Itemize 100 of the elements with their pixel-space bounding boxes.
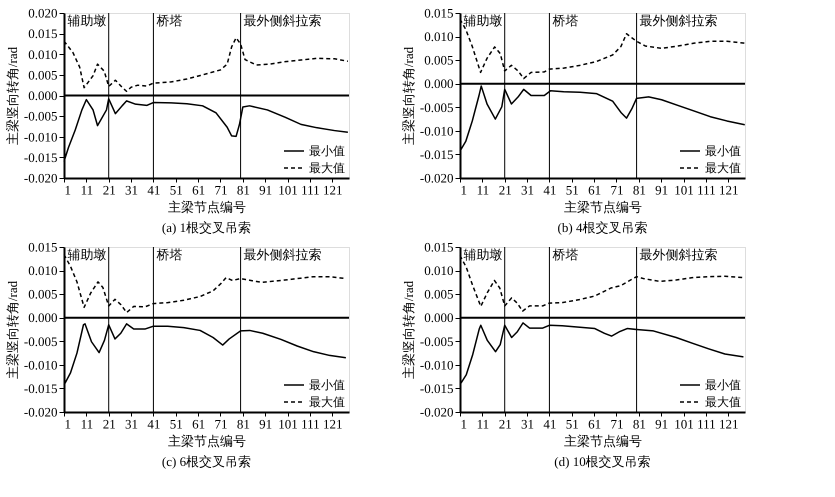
y-tick-label: 0.015 — [28, 240, 58, 254]
x-tick-label: 101 — [674, 182, 694, 198]
x-tick-label: 81 — [236, 416, 250, 432]
ref-line-label: 最外侧斜拉索 — [640, 13, 718, 28]
y-tick-label: 0.000 — [28, 88, 58, 103]
y-tick-label: -0.015 — [24, 150, 58, 165]
x-tick-label: 61 — [588, 416, 602, 432]
y-tick-label: 0.010 — [424, 263, 454, 278]
legend-label: 最小值 — [705, 144, 741, 158]
x-tick-label: 101 — [278, 182, 298, 198]
x-axis-title: 主梁节点编号 — [168, 200, 246, 214]
ref-line-label: 辅助墩 — [464, 13, 503, 28]
x-tick-label: 111 — [301, 182, 320, 198]
x-tick-label: 81 — [632, 182, 646, 198]
ref-line-label: 辅助墩 — [68, 13, 107, 28]
y-tick-label: -0.010 — [24, 129, 58, 144]
x-tick-label: 41 — [543, 182, 556, 198]
x-tick-label: 81 — [236, 182, 250, 198]
x-tick-label: 81 — [632, 416, 646, 432]
ref-line-label: 最外侧斜拉索 — [244, 247, 322, 262]
ref-line-label: 辅助墩 — [464, 247, 503, 262]
x-tick-label: 61 — [192, 182, 206, 198]
y-tick-label: 0.005 — [28, 286, 58, 302]
y-tick-label: 0.015 — [424, 6, 454, 20]
x-tick-label: 61 — [192, 416, 206, 432]
ref-line-label: 桥塔 — [155, 13, 182, 28]
x-tick-label: 71 — [610, 182, 624, 198]
x-tick-label: 111 — [697, 182, 716, 198]
y-tick-label: 0.000 — [28, 310, 58, 326]
x-tick-label: 51 — [170, 416, 183, 432]
y-tick-label: -0.005 — [24, 334, 58, 349]
x-axis-title: 主梁节点编号 — [564, 200, 642, 214]
x-tick-label: 111 — [301, 416, 320, 432]
text: (d) 10根交叉吊索 — [554, 454, 651, 469]
x-tick-label: 1 — [64, 182, 71, 198]
y-tick-label: -0.015 — [420, 380, 454, 396]
x-tick-label: 11 — [476, 182, 490, 198]
text: (b) 4根交叉吊索 — [558, 220, 648, 235]
y-tick-label: -0.020 — [24, 404, 58, 420]
y-tick-label: -0.020 — [420, 404, 454, 420]
y-tick-label: 0.010 — [28, 263, 58, 278]
y-tick-label: -0.005 — [420, 100, 454, 115]
ref-line-label: 辅助墩 — [68, 247, 107, 262]
x-tick-label: 41 — [543, 416, 556, 432]
legend-label: 最小值 — [309, 378, 345, 392]
y-tick-label: -0.010 — [420, 123, 454, 138]
x-tick-label: 91 — [655, 182, 668, 198]
y-tick-label: 0.020 — [28, 6, 58, 20]
y-tick-label: -0.005 — [24, 108, 58, 124]
ref-line-label: 桥塔 — [551, 13, 578, 28]
x-tick-label: 101 — [674, 416, 694, 432]
x-tick-label: 1 — [460, 416, 467, 432]
y-tick-label: 0.015 — [28, 26, 58, 42]
x-tick-label: 21 — [102, 182, 116, 198]
y-tick-label: 0.000 — [424, 76, 454, 92]
x-tick-label: 121 — [322, 416, 342, 432]
y-tick-label: -0.010 — [24, 357, 58, 372]
x-tick-label: 51 — [170, 182, 183, 198]
y-tick-label: -0.020 — [24, 170, 58, 186]
x-tick-label: 121 — [322, 182, 342, 198]
x-tick-label: 121 — [718, 182, 738, 198]
y-tick-label: -0.015 — [24, 380, 58, 396]
x-tick-label: 111 — [697, 416, 716, 432]
x-axis-title: 主梁节点编号 — [168, 434, 246, 448]
y-tick-label: 0.010 — [424, 29, 454, 44]
legend-label: 最大值 — [705, 395, 741, 409]
x-tick-label: 71 — [610, 416, 624, 432]
y-tick-label: 0.005 — [424, 52, 454, 68]
x-axis-title: 主梁节点编号 — [564, 434, 642, 448]
legend-label: 最小值 — [705, 378, 741, 392]
x-tick-label: 11 — [476, 416, 490, 432]
ref-line-label: 最外侧斜拉索 — [640, 247, 718, 262]
text: (c) 6根交叉吊索 — [162, 454, 252, 469]
x-tick-label: 21 — [498, 182, 512, 198]
x-tick-label: 11 — [80, 416, 94, 432]
x-tick-label: 71 — [214, 416, 228, 432]
x-tick-label: 1 — [64, 416, 71, 432]
x-tick-label: 51 — [566, 182, 579, 198]
x-tick-label: 61 — [588, 182, 602, 198]
x-tick-label: 31 — [521, 416, 534, 432]
legend-label: 最小值 — [309, 144, 345, 158]
x-tick-label: 71 — [214, 182, 228, 198]
legend-label: 最大值 — [309, 161, 345, 175]
legend-label: 最大值 — [309, 395, 345, 409]
legend-label: 最大值 — [705, 161, 741, 175]
y-tick-label: -0.005 — [420, 334, 454, 349]
x-tick-label: 101 — [278, 416, 298, 432]
x-tick-label: 51 — [566, 416, 579, 432]
x-tick-label: 31 — [125, 416, 138, 432]
y-tick-label: 0.005 — [424, 286, 454, 302]
y-axis-title: 主梁竖向转角/rad — [400, 46, 416, 146]
y-tick-label: -0.015 — [420, 146, 454, 162]
x-tick-label: 31 — [125, 182, 138, 198]
x-tick-label: 21 — [498, 416, 512, 432]
y-axis-title: 主梁竖向转角/rad — [4, 280, 20, 380]
y-tick-label: 0.015 — [424, 240, 454, 254]
y-tick-label: -0.020 — [420, 170, 454, 186]
ref-line-label: 桥塔 — [551, 247, 578, 262]
y-axis-title: 主梁竖向转角/rad — [4, 46, 20, 146]
x-tick-label: 31 — [521, 182, 534, 198]
